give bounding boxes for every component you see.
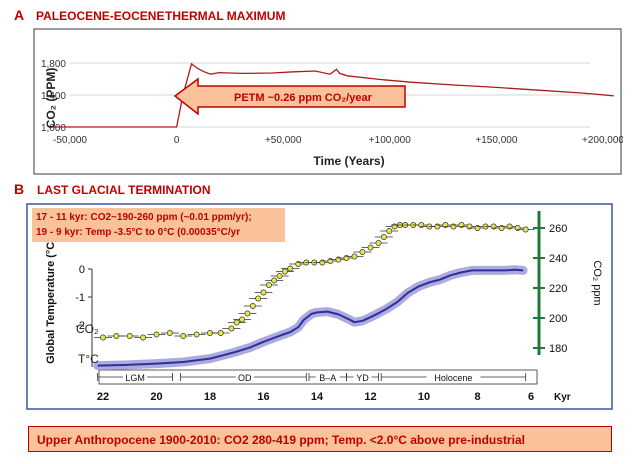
glacial-x-axis-label: Kyr [554, 392, 571, 403]
panel-b-title: LAST GLACIAL TERMINATION [37, 183, 211, 197]
co2-point [386, 228, 393, 234]
period-label: B–A [319, 373, 336, 383]
petm-tick-labels: 1,000 1,400 1,800 -50,000 0 +50,000 +100,000 +1… [41, 59, 623, 146]
co2-point [281, 268, 288, 275]
co2-point [351, 253, 358, 260]
co2-point [255, 295, 262, 302]
co2-point [217, 330, 224, 336]
petm-x-tick-label: +200,000 [582, 135, 623, 146]
panel-b-letter: B [14, 181, 25, 197]
co2-point [126, 333, 133, 339]
petm-x-tick-label: 0 [174, 135, 180, 146]
x-tick-label: 12 [364, 391, 376, 403]
glacial-axes: 0 -1 -2 180 200 220 240 260 22 20 18 16 14 12 10 8 6 [75, 211, 567, 403]
co2-point [359, 249, 366, 255]
panel-a-title-part1: PALEOCENE-EOCENE [36, 9, 165, 23]
x-tick-label: 6 [528, 391, 534, 403]
y-right-tick-label: 180 [549, 343, 567, 355]
co2-point [522, 226, 529, 233]
co2-point [265, 282, 272, 288]
co2-series [94, 222, 535, 341]
co2-series-label: CO₂ [76, 322, 99, 336]
period-label: Holocene [434, 373, 472, 383]
co2-point [375, 240, 382, 246]
petm-x-axis-label: Time (Years) [313, 154, 384, 168]
x-tick-label: 14 [311, 391, 324, 403]
temperature-series [93, 265, 528, 371]
petm-x-tick-label: -50,000 [53, 135, 87, 146]
glacial-y-right-label: CO₂ ppm [591, 260, 603, 305]
y-right-tick-label: 220 [549, 283, 567, 295]
period-label-bg [353, 371, 372, 383]
co2-point [287, 265, 294, 272]
petm-chart: 1,000 1,400 1,800 -50,000 0 +50,000 +100,000 +1… [33, 28, 623, 175]
period-label-bg [426, 371, 481, 383]
petm-arrow-shape [173, 77, 406, 116]
co2-point [239, 316, 246, 323]
co2-point [260, 289, 267, 296]
panel-a-title-part2: THERMAL MAXIMUM [165, 9, 286, 23]
temp-series-label: T°C [78, 352, 99, 366]
panel-a-letter: A [14, 7, 25, 23]
co2-point [140, 334, 147, 341]
period-bar: LGM OD B–A YD Holocene [97, 369, 538, 385]
co2-point [113, 333, 120, 339]
co2-point [244, 310, 251, 317]
period-label-bg [235, 371, 254, 383]
co2-point [100, 334, 106, 341]
petm-y-tick-label: 1,000 [41, 123, 66, 134]
y-left-tick-label: -1 [75, 292, 85, 304]
petm-co2-line [52, 62, 614, 128]
co2-point [153, 331, 160, 338]
x-tick-label: 18 [204, 391, 216, 403]
glacial-note-box: 17 - 11 kyr: CO2~190-260 ppm (~0.01 ppm/… [32, 208, 285, 242]
y-right-tick-label: 200 [549, 313, 567, 325]
co2-point [233, 319, 240, 326]
period-label: OD [238, 373, 252, 383]
y-right-tick-label: 240 [549, 253, 567, 265]
x-tick-label: 16 [257, 391, 269, 403]
x-tick-label: 10 [418, 391, 430, 403]
glacial-chart: LGM OD B–A YD Holocene 0 -1 -2 180 200 220 240 260 2… [26, 203, 613, 410]
petm-x-tick-label: +100,000 [369, 135, 411, 146]
petm-y-tick-label: 1,400 [41, 91, 66, 102]
footer-note: Upper Anthropocene 1900-2010: CO2 280-41… [28, 426, 612, 452]
y-left-tick-label: -2 [75, 320, 85, 332]
co2-point [180, 333, 187, 339]
co2-point [193, 331, 200, 338]
glacial-note-line-1: 17 - 11 kyr: CO2~190-260 ppm (~0.01 ppm/… [36, 212, 252, 223]
x-tick-label: 8 [474, 391, 480, 403]
petm-x-tick-label: +50,000 [265, 135, 302, 146]
co2-point [367, 244, 374, 251]
x-tick-label: 20 [150, 391, 162, 403]
temperature-line [97, 268, 524, 367]
petm-y-axis-label: CO₂ (PPM) [44, 68, 58, 129]
period-label: LGM [125, 373, 145, 383]
petm-annotation: PETM ~0.26 ppm CO₂/year [234, 92, 373, 104]
petm-y-tick-label: 1,800 [41, 59, 66, 70]
y-right-tick-label: 260 [549, 223, 567, 235]
period-label-bg [315, 371, 340, 383]
period-label-bg [123, 371, 148, 383]
y-left-tick-label: 0 [79, 264, 85, 276]
co2-point [276, 273, 283, 279]
co2-point [271, 277, 278, 284]
co2-point [249, 303, 256, 309]
glacial-note-line-2: 19 - 9 kyr: Temp -3.5°C to 0°C (0.00035°… [36, 227, 241, 238]
x-tick-label: 22 [97, 391, 109, 403]
glacial-y-left-label: Global Temperature (°C) [45, 238, 57, 364]
period-label: YD [356, 373, 369, 383]
co2-point [228, 325, 235, 332]
co2-point [166, 330, 173, 336]
co2-point [380, 234, 387, 240]
petm-x-tick-label: +150,000 [475, 135, 517, 146]
